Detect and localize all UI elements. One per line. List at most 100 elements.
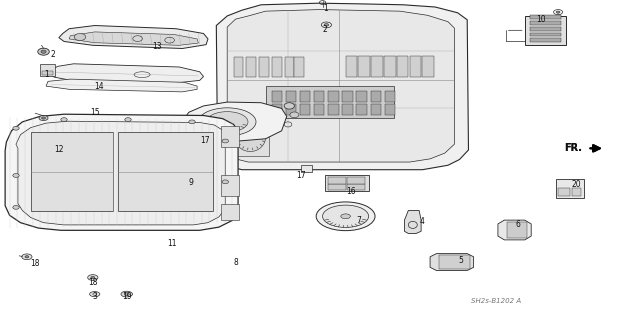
Polygon shape	[46, 79, 197, 92]
Ellipse shape	[61, 118, 67, 122]
Bar	[31, 132, 113, 211]
Polygon shape	[16, 121, 225, 225]
Bar	[272, 57, 282, 77]
Bar	[558, 188, 570, 196]
Text: 9: 9	[188, 178, 193, 187]
Bar	[328, 184, 346, 190]
Text: 7: 7	[356, 216, 361, 225]
Ellipse shape	[198, 108, 256, 136]
Polygon shape	[430, 254, 474, 271]
Ellipse shape	[41, 50, 46, 53]
Bar	[410, 56, 421, 77]
Bar	[266, 86, 394, 118]
Ellipse shape	[88, 275, 98, 280]
Ellipse shape	[90, 292, 100, 297]
Ellipse shape	[556, 11, 560, 13]
Bar	[530, 38, 561, 42]
Polygon shape	[404, 211, 421, 234]
Bar	[371, 56, 383, 77]
Bar	[530, 33, 561, 36]
Ellipse shape	[191, 176, 200, 182]
Text: 20: 20	[571, 180, 581, 189]
Text: 14: 14	[94, 82, 104, 91]
Ellipse shape	[13, 174, 19, 177]
Text: 11: 11	[167, 239, 176, 248]
Bar	[328, 177, 346, 184]
Text: SH2s-B1202 A: SH2s-B1202 A	[471, 299, 521, 304]
Ellipse shape	[186, 174, 204, 185]
Bar	[272, 104, 282, 115]
Bar	[397, 56, 408, 77]
Ellipse shape	[222, 139, 228, 143]
Bar	[325, 175, 369, 191]
Text: 6: 6	[516, 220, 521, 229]
Text: 3: 3	[92, 292, 97, 300]
Ellipse shape	[121, 291, 132, 297]
Text: 2: 2	[50, 50, 55, 59]
Bar	[40, 64, 55, 76]
Text: 1: 1	[323, 4, 328, 13]
Bar	[525, 16, 566, 45]
Bar	[385, 104, 395, 115]
Bar	[42, 71, 53, 75]
Polygon shape	[182, 102, 287, 142]
Bar	[530, 21, 561, 25]
Ellipse shape	[125, 118, 131, 122]
Bar	[272, 91, 282, 102]
Polygon shape	[227, 10, 454, 162]
Text: 5: 5	[458, 256, 463, 265]
Ellipse shape	[13, 126, 19, 130]
Ellipse shape	[39, 115, 48, 121]
Bar	[572, 188, 581, 196]
Bar	[371, 91, 381, 102]
Ellipse shape	[13, 205, 19, 209]
Ellipse shape	[22, 254, 32, 260]
Ellipse shape	[316, 202, 375, 231]
Bar	[221, 126, 239, 147]
Bar	[300, 91, 310, 102]
Text: FR.: FR.	[564, 143, 582, 153]
Bar	[422, 56, 434, 77]
Text: 12: 12	[54, 145, 63, 154]
Bar	[371, 104, 381, 115]
Polygon shape	[216, 3, 468, 170]
Bar	[314, 91, 324, 102]
Bar	[439, 255, 470, 269]
Text: 2: 2	[323, 25, 328, 34]
Ellipse shape	[74, 33, 86, 41]
Polygon shape	[59, 26, 208, 48]
Bar	[221, 204, 239, 220]
Ellipse shape	[189, 120, 195, 124]
Bar	[530, 15, 561, 19]
Text: 13: 13	[152, 42, 162, 51]
Ellipse shape	[206, 112, 248, 132]
Ellipse shape	[42, 117, 45, 119]
Ellipse shape	[284, 103, 294, 109]
Ellipse shape	[235, 123, 266, 152]
Bar	[204, 130, 215, 137]
Bar	[285, 57, 294, 77]
Bar	[286, 104, 296, 115]
Ellipse shape	[222, 180, 228, 184]
Text: 18: 18	[88, 278, 97, 287]
Text: 17: 17	[296, 171, 306, 180]
Text: 19: 19	[122, 292, 132, 300]
Bar	[259, 57, 269, 77]
Text: FR.: FR.	[564, 143, 582, 153]
Ellipse shape	[91, 276, 95, 279]
Ellipse shape	[38, 48, 49, 55]
Ellipse shape	[290, 112, 299, 118]
Bar	[347, 177, 365, 184]
Bar	[356, 104, 367, 115]
Bar	[232, 118, 269, 156]
Bar	[314, 104, 324, 115]
Bar	[328, 91, 339, 102]
Text: 18: 18	[31, 259, 40, 268]
Text: 8: 8	[233, 258, 238, 267]
Bar	[294, 57, 304, 77]
Bar	[384, 56, 396, 77]
Text: 17: 17	[200, 136, 210, 145]
Bar	[346, 56, 357, 77]
Text: 10: 10	[536, 15, 546, 24]
Bar	[347, 184, 365, 190]
